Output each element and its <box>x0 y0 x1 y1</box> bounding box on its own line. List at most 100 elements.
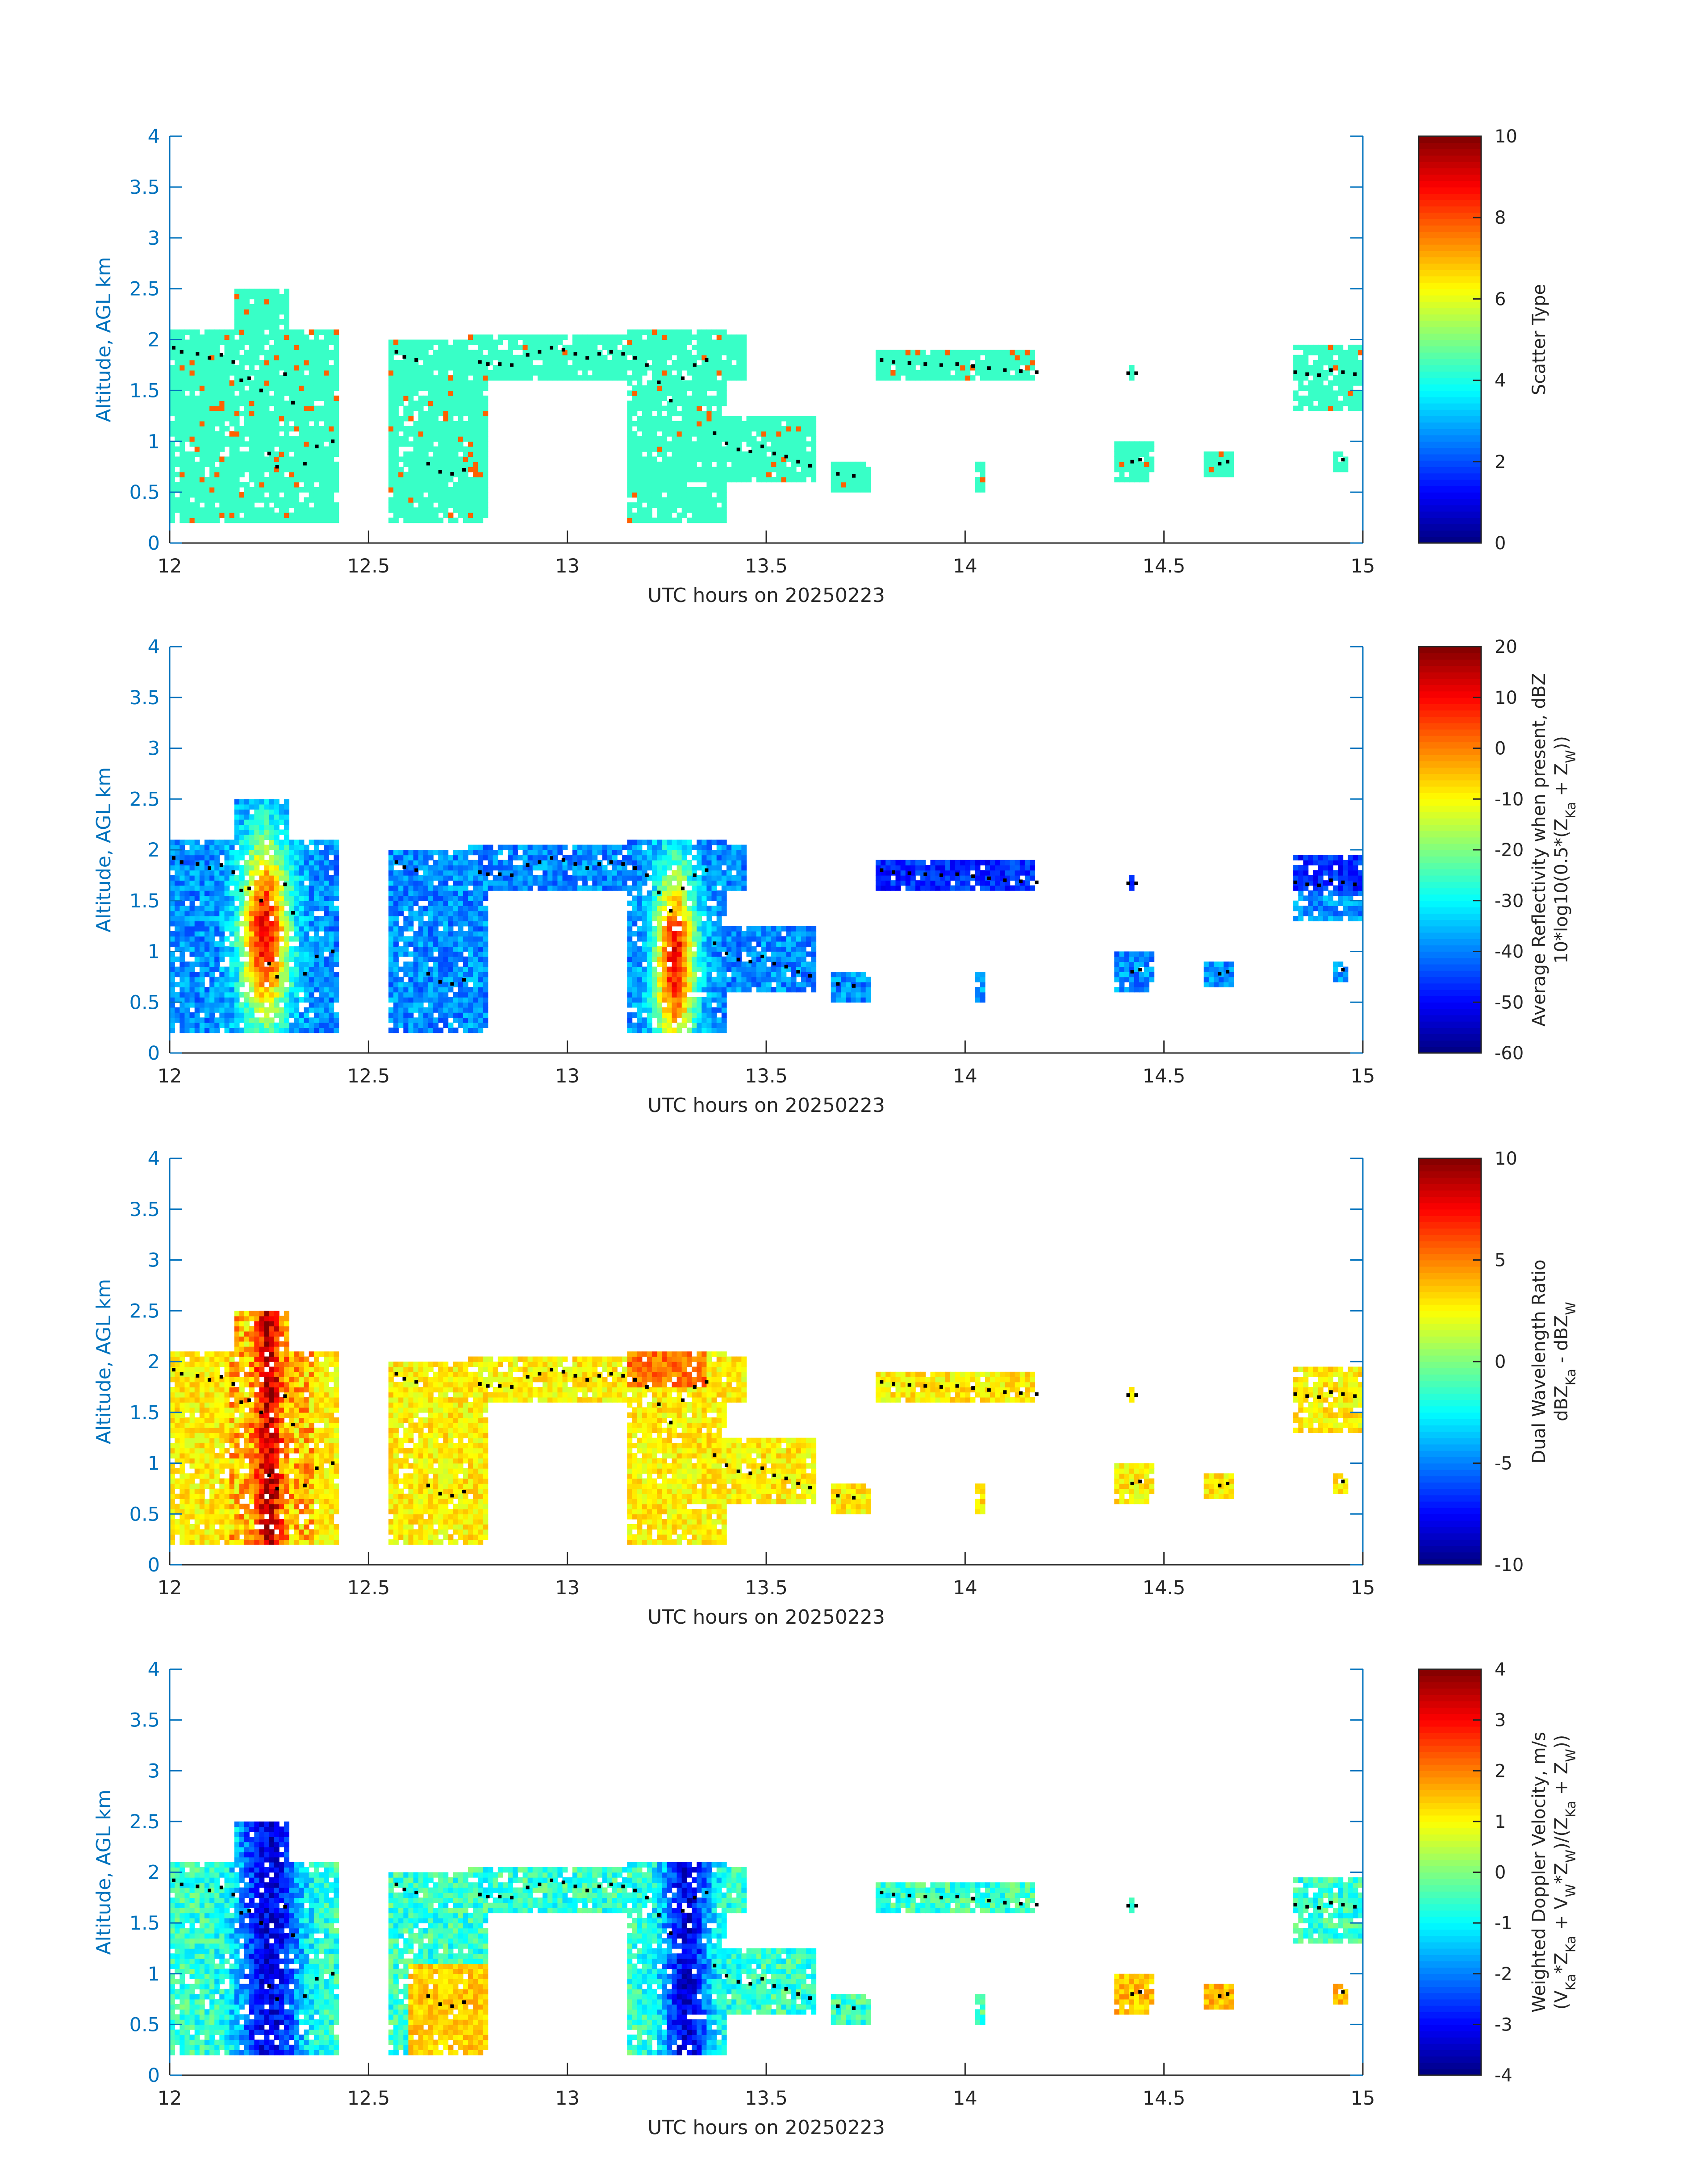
heatmap-cell <box>747 416 752 421</box>
heatmap-cell <box>568 365 573 370</box>
heatmap-cell <box>463 447 468 452</box>
heatmap-cell <box>264 370 270 376</box>
heatmap-cell <box>269 507 275 513</box>
heatmap-cell <box>543 345 548 350</box>
heatmap-cell <box>195 406 200 411</box>
heatmap-cell <box>200 436 205 442</box>
heatmap-cell <box>289 906 294 911</box>
heatmap-cell <box>195 513 200 518</box>
heatmap-cell <box>269 411 275 416</box>
heatmap-cell <box>652 396 657 401</box>
heatmap-cell <box>239 992 245 998</box>
heatmap-cell <box>642 447 647 452</box>
heatmap-cell <box>264 952 270 957</box>
heatmap-cell <box>329 355 334 360</box>
heatmap-cell <box>697 436 702 442</box>
heatmap-cell <box>274 513 280 518</box>
heatmap-cell <box>1119 472 1125 477</box>
heatmap-cell <box>239 961 245 967</box>
heatmap-cell <box>239 1028 245 1033</box>
heatmap-cell <box>284 355 289 360</box>
heatmap-cell <box>284 441 289 447</box>
heatmap-cell <box>503 365 508 370</box>
heatmap-cell <box>706 497 712 503</box>
heatmap-cell <box>299 370 305 376</box>
heatmap-cell <box>190 330 195 335</box>
heatmap-cell <box>503 350 508 355</box>
heatmap-cell <box>687 340 692 345</box>
heatmap-cell <box>483 385 488 391</box>
heatmap-cell <box>672 441 677 447</box>
heatmap-cell <box>239 426 245 431</box>
heatmap-cell <box>1328 390 1333 396</box>
heatmap-cell <box>935 370 941 376</box>
heatmap-cell <box>284 875 289 881</box>
heatmap-cell <box>672 497 677 503</box>
heatmap-cell <box>602 370 608 376</box>
heatmap-cell <box>1129 375 1135 380</box>
heatmap-cell <box>184 451 190 457</box>
heatmap-cell <box>403 507 409 513</box>
heatmap-cell <box>781 472 786 477</box>
heatmap-cell <box>294 513 299 518</box>
heatmap-cell <box>637 447 643 452</box>
heatmap-cell <box>687 380 692 386</box>
heatmap-cell <box>234 972 240 977</box>
heatmap-cell <box>175 497 180 503</box>
heatmap-cell <box>443 467 448 472</box>
heatmap-cell <box>1353 401 1358 406</box>
heatmap-cell <box>230 497 235 503</box>
heatmap-cell <box>195 1002 200 1007</box>
heatmap-cell <box>190 451 195 457</box>
colorbar-step <box>1419 372 1481 378</box>
heatmap-cell <box>170 906 175 911</box>
heatmap-cell <box>225 987 230 992</box>
heatmap-cell <box>1323 350 1328 355</box>
heatmap-cell <box>488 334 493 340</box>
heatmap-cell <box>756 477 762 482</box>
heatmap-cell <box>881 370 886 376</box>
heatmap-cell <box>234 880 240 886</box>
heatmap-cell <box>1343 401 1349 406</box>
heatmap-cell <box>230 931 235 936</box>
heatmap-cell <box>319 865 324 870</box>
heatmap-cell <box>712 507 717 513</box>
heatmap-cell <box>682 411 687 416</box>
heatmap-cell <box>274 890 280 896</box>
heatmap-cell <box>568 370 573 376</box>
heatmap-cell <box>195 926 200 932</box>
heatmap-cell <box>692 447 697 452</box>
heatmap-cell <box>582 334 588 340</box>
heatmap-cell <box>304 850 309 855</box>
heatmap-cell <box>423 416 429 421</box>
heatmap-cell <box>478 472 483 477</box>
heatmap-cell <box>1338 451 1343 457</box>
heatmap-cell <box>274 997 280 1003</box>
heatmap-cell <box>697 385 702 391</box>
heatmap-cell <box>697 441 702 447</box>
heatmap-cell <box>1124 451 1130 457</box>
heatmap-cell <box>796 447 802 452</box>
heatmap-cell <box>776 421 781 426</box>
heatmap-cell <box>205 451 210 457</box>
heatmap-cell <box>950 375 956 380</box>
heatmap-cell <box>428 441 434 447</box>
heatmap-cell <box>473 385 478 391</box>
heatmap-cell <box>205 1012 210 1018</box>
tracer-dot <box>773 452 776 455</box>
heatmap-cell <box>985 375 990 380</box>
heatmap-cell <box>289 385 294 391</box>
heatmap-cell <box>677 370 682 376</box>
heatmap-cell <box>225 997 230 1003</box>
heatmap-cell <box>269 467 275 472</box>
heatmap-cell <box>543 370 548 376</box>
heatmap-cell <box>225 880 230 886</box>
heatmap-cell <box>990 365 995 370</box>
heatmap-cell <box>234 946 240 952</box>
heatmap-cell <box>180 961 185 967</box>
heatmap-cell <box>209 518 215 523</box>
heatmap-cell <box>319 370 324 376</box>
heatmap-cell <box>329 350 334 355</box>
heatmap-cell <box>190 870 195 876</box>
heatmap-cell <box>234 431 240 437</box>
